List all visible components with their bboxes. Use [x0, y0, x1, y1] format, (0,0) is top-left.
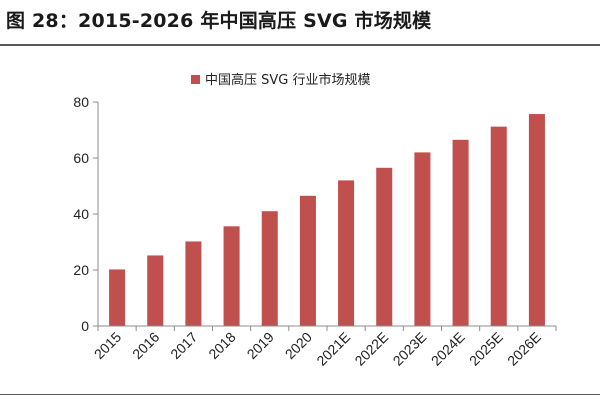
x-tick-label: 2026E [504, 329, 544, 369]
bar [261, 211, 278, 326]
x-tick-label: 2022E [351, 329, 391, 369]
x-tick-label: 2016 [129, 329, 162, 362]
bar [528, 114, 545, 326]
bar [414, 152, 431, 326]
bar [223, 226, 240, 326]
figure-title: 图 28：2015-2026 年中国高压 SVG 市场规模 [6, 10, 432, 32]
bar [452, 139, 469, 326]
legend: 中国高压 SVG 行业市场规模 [191, 72, 370, 88]
x-tick-label: 2019 [244, 329, 277, 362]
bar [490, 126, 507, 326]
x-tick-label: 2015 [91, 329, 124, 362]
x-tick-label: 2018 [205, 329, 238, 362]
y-tick-label: 20 [73, 262, 89, 278]
legend-swatch [191, 75, 200, 84]
y-axis: 0 20 40 60 80 [73, 94, 99, 334]
x-tick-label: 2023E [390, 329, 430, 369]
bar [109, 269, 126, 326]
bar [299, 195, 316, 326]
y-tick-label: 40 [73, 206, 89, 222]
bar [185, 241, 202, 326]
legend-label: 中国高压 SVG 行业市场规模 [205, 72, 370, 88]
x-tick-label: 2020 [282, 329, 315, 362]
bar [338, 180, 355, 326]
bar [147, 255, 164, 326]
y-tick-label: 60 [73, 150, 89, 166]
x-tick-label: 2021E [313, 329, 353, 369]
y-tick-label: 80 [73, 94, 89, 110]
x-tick-label: 2024E [428, 329, 468, 369]
bar [376, 167, 393, 326]
x-tick-label: 2025E [466, 329, 506, 369]
x-tick-label: 2017 [167, 329, 200, 362]
y-tick-label: 0 [81, 318, 89, 334]
bars [109, 114, 545, 326]
footer-rule [0, 394, 600, 395]
x-axis: 2015 2016 2017 2018 2019 20202021E2022E2023E2… [91, 325, 557, 369]
title-rule [0, 44, 600, 46]
